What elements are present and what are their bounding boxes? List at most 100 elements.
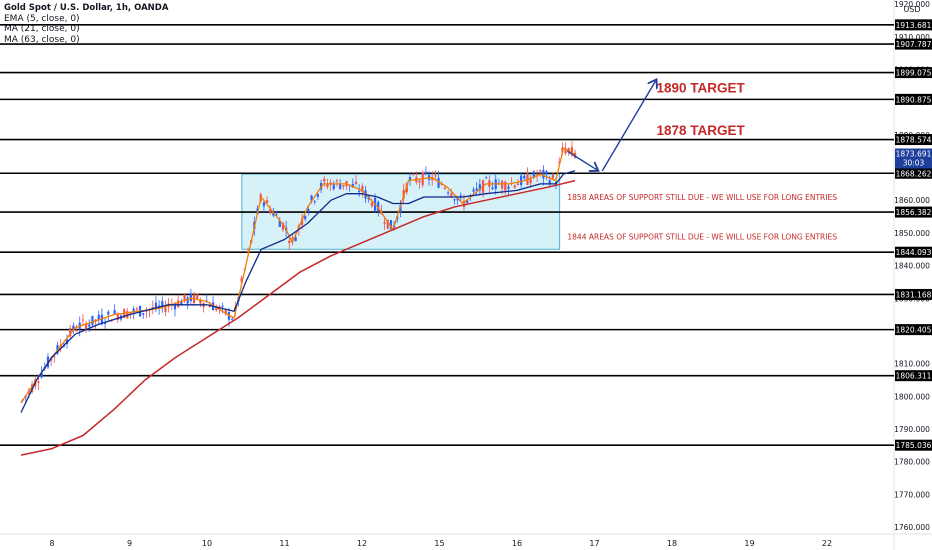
x-tick-label: 19 <box>744 539 754 548</box>
candle-body <box>529 179 532 184</box>
level-price-text: 1844.093 <box>896 248 932 257</box>
y-tick-label: 1770.000 <box>894 490 930 499</box>
candle-body <box>523 175 526 179</box>
candle-body <box>548 180 551 185</box>
projection-arrow <box>601 79 656 172</box>
candle-body <box>291 237 294 239</box>
level-price-tag <box>895 134 932 146</box>
current-price-tag <box>895 148 932 169</box>
candle-body <box>323 178 326 182</box>
candle-body <box>446 192 450 194</box>
candle-body <box>196 294 199 299</box>
candle-body <box>75 330 78 332</box>
candle-body <box>272 212 275 216</box>
x-tick-label: 16 <box>512 539 522 548</box>
indicator-ma21[interactable]: MA (21, close, 0) <box>4 24 80 34</box>
level-price-text: 1785.036 <box>896 441 932 450</box>
candle-body <box>269 208 272 213</box>
candle-body <box>142 313 145 315</box>
candle-body <box>177 300 180 308</box>
level-price-tag <box>895 67 932 79</box>
x-tick-label: 10 <box>202 539 212 548</box>
candle-body <box>97 314 100 321</box>
y-tick-label: 1790.000 <box>894 425 930 434</box>
level-price-tag <box>895 324 932 336</box>
currency-label: USD <box>903 5 920 14</box>
candle-body <box>478 184 481 191</box>
level-price-tag <box>895 206 932 218</box>
candle-body <box>183 294 186 301</box>
x-tick-label: 12 <box>357 539 367 548</box>
candle-body <box>491 187 494 190</box>
x-tick-label: 22 <box>822 539 832 548</box>
candle-body <box>507 186 510 189</box>
level-price-tag <box>895 288 932 300</box>
candle-body <box>69 328 72 337</box>
level-price-tag <box>895 93 932 105</box>
candle-body <box>91 315 94 325</box>
y-tick-label: 1810.000 <box>894 360 930 369</box>
level-price-tag <box>895 439 932 451</box>
candle-body <box>361 186 364 192</box>
projection-arrow <box>567 150 598 171</box>
candle-body <box>389 220 393 230</box>
y-tick-label: 1760.000 <box>894 523 930 532</box>
y-tick-label: 1860.000 <box>894 196 930 205</box>
candle-body <box>504 181 507 191</box>
candle-body <box>161 301 164 307</box>
candle-body <box>342 185 345 187</box>
level-price-text: 1868.262 <box>896 169 932 178</box>
level-price-text: 1831.168 <box>896 290 932 299</box>
level-price-text: 1878.574 <box>896 136 932 145</box>
candle-body <box>116 314 119 320</box>
level-price-text: 1806.311 <box>896 372 932 381</box>
level-price-text: 1913.681 <box>896 21 932 30</box>
x-tick-label: 17 <box>589 539 599 548</box>
candle-body <box>265 200 269 203</box>
series-ma21 <box>20 170 576 413</box>
candle-body <box>450 193 453 197</box>
x-tick-label: 9 <box>127 539 132 548</box>
candle-body <box>513 185 516 188</box>
series-ma63 <box>20 179 576 456</box>
x-tick-label: 8 <box>49 539 54 548</box>
indicator-ma63[interactable]: MA (63, close, 0) <box>4 34 80 45</box>
y-tick-label: 1910.000 <box>894 33 930 42</box>
candle-body <box>215 306 218 311</box>
candle-body <box>88 324 91 327</box>
candle-body <box>81 319 84 321</box>
level-price-text: 1856.382 <box>896 208 932 217</box>
candle-body <box>472 189 475 192</box>
candle-body <box>189 293 192 302</box>
candle-body <box>542 169 545 179</box>
candle-body <box>437 177 440 188</box>
level-price-tag <box>895 19 932 31</box>
candle-body <box>424 171 427 174</box>
candle-body <box>377 201 380 212</box>
candle-body <box>567 148 570 151</box>
price-axis-background <box>894 0 932 550</box>
candle-body <box>304 216 307 220</box>
candle-body <box>313 201 316 203</box>
level-price-tag <box>895 167 932 179</box>
chart-legend: Gold Spot / U.S. Dollar, 1h, OANDA EMA (… <box>4 3 168 45</box>
current-price-value: 1873.691 <box>896 150 932 159</box>
x-tick-label: 15 <box>434 539 444 548</box>
candle-body <box>459 195 462 198</box>
candle-body <box>551 174 554 179</box>
symbol-title[interactable]: Gold Spot / U.S. Dollar, 1h, OANDA <box>4 3 169 13</box>
candle-body <box>294 237 297 242</box>
candle-body <box>129 312 132 314</box>
candle-body <box>443 187 447 189</box>
y-tick-label: 1840.000 <box>894 262 930 271</box>
y-tick-label: 1850.000 <box>894 229 930 238</box>
y-tick-label: 1780.000 <box>894 458 930 467</box>
x-tick-label: 18 <box>667 539 677 548</box>
candle-body <box>84 323 88 331</box>
candle-body <box>307 209 310 212</box>
level-price-text: 1907.787 <box>896 40 932 49</box>
indicator-ema5[interactable]: EMA (5, close, 0) <box>4 13 80 24</box>
candle-body <box>310 195 313 201</box>
candle-body <box>558 162 561 164</box>
